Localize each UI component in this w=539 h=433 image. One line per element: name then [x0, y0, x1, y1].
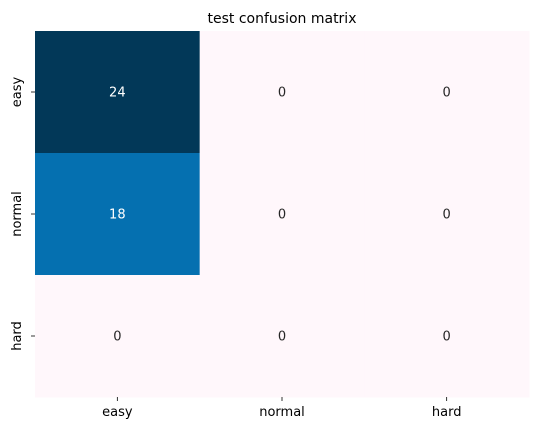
cell-value-label: 0	[443, 86, 451, 101]
y-tick-label: easy	[10, 76, 25, 107]
heatmap-cell-easy-easy	[35, 31, 201, 154]
heatmap-cell-hard-hard	[364, 275, 530, 398]
x-tick-label: easy	[102, 405, 133, 420]
heatmap-cell-normal-easy	[35, 153, 201, 276]
x-tick-label: normal	[259, 405, 305, 420]
heatmap-cell-normal-normal	[199, 153, 365, 276]
heatmap-cell-hard-normal	[199, 275, 365, 398]
y-tick-label: hard	[10, 321, 25, 351]
cell-value-label: 0	[278, 330, 286, 345]
heatmap-cell-normal-hard	[364, 153, 530, 276]
heatmap-cell-easy-normal	[199, 31, 365, 154]
cell-annotations: 24 0 0 18 0 0 0 0 0	[109, 86, 451, 345]
heatmap-cells	[35, 31, 530, 398]
cell-value-label: 24	[109, 86, 126, 101]
heatmap-cell-hard-easy	[35, 275, 201, 398]
y-axis: easy normal hard	[10, 76, 35, 351]
x-axis: easy normal hard	[102, 397, 461, 420]
heatmap-cell-easy-hard	[364, 31, 530, 154]
cell-value-label: 0	[278, 208, 286, 223]
y-tick-label: normal	[10, 191, 25, 237]
cell-value-label: 0	[113, 330, 121, 345]
x-tick-label: hard	[432, 405, 462, 420]
cell-value-label: 0	[443, 208, 451, 223]
cell-value-label: 18	[109, 208, 126, 223]
cell-value-label: 0	[443, 330, 451, 345]
chart-title: test confusion matrix	[208, 11, 357, 27]
cell-value-label: 0	[278, 86, 286, 101]
